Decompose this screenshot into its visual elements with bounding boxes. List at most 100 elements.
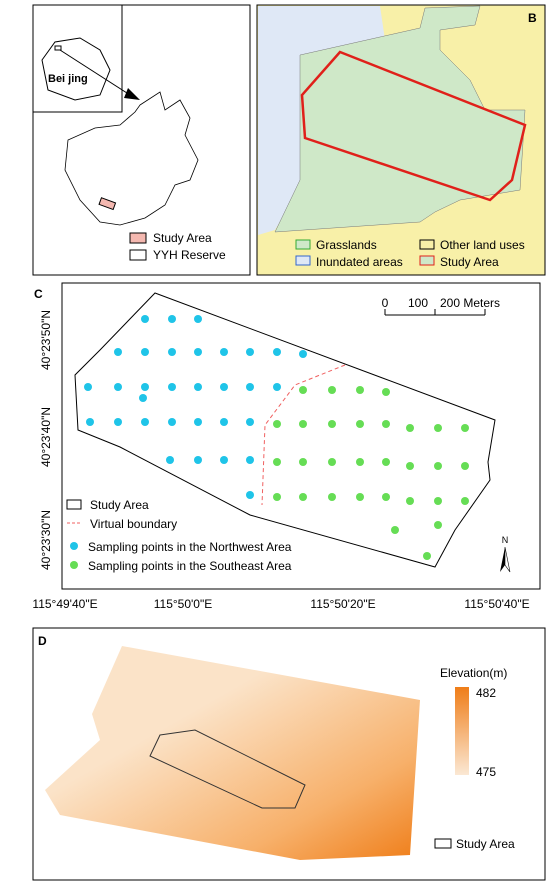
southeast-point — [461, 497, 469, 505]
northwest-point — [220, 456, 228, 464]
north-label: N — [502, 535, 509, 545]
beijing-outline — [41, 37, 111, 101]
arrowhead — [124, 88, 140, 100]
southeast-point — [382, 388, 390, 396]
northwest-point — [141, 315, 149, 323]
panel-label: C — [34, 287, 43, 301]
southeast-point — [356, 493, 364, 501]
legend-swatch — [129, 232, 147, 244]
legend-label: YYH Reserve — [153, 248, 226, 262]
southeast-point — [328, 458, 336, 466]
southeast-point — [461, 462, 469, 470]
southeast-point — [423, 552, 431, 560]
x-label: 115°49'40"E — [32, 597, 97, 611]
legend-swatch — [295, 255, 311, 266]
legend-label: Study Area — [440, 255, 499, 269]
x-label: 115°50'0"E — [154, 597, 213, 611]
southeast-point — [406, 462, 414, 470]
northwest-point — [84, 383, 92, 391]
northwest-point — [194, 315, 202, 323]
colorbar-label: 475 — [476, 765, 496, 779]
southeast-point — [273, 458, 281, 466]
north-arrow — [504, 546, 511, 573]
northwest-point — [114, 383, 122, 391]
legend-label: Study Area — [153, 231, 212, 245]
northwest-point — [246, 491, 254, 499]
northwest-point — [194, 383, 202, 391]
x-label: 115°50'40"E — [464, 597, 529, 611]
southeast-point — [273, 420, 281, 428]
legend-label: Grasslands — [316, 238, 377, 252]
scale-label: 0 — [382, 296, 389, 310]
legend-swatch — [419, 239, 435, 250]
northwest-point — [220, 418, 228, 426]
northwest-point — [194, 348, 202, 356]
y-label: 40°23'30"N — [39, 510, 53, 570]
sampling-points — [84, 315, 469, 560]
legend-swatch — [70, 542, 78, 550]
colorbar — [455, 687, 469, 775]
northwest-point — [194, 418, 202, 426]
northwest-point — [246, 418, 254, 426]
southeast-point — [434, 497, 442, 505]
legend-swatch — [66, 499, 82, 510]
southeast-point — [273, 493, 281, 501]
inset-label: Bei jing — [48, 73, 88, 85]
southeast-point — [461, 424, 469, 432]
northwest-point — [299, 350, 307, 358]
panel-label: B — [528, 11, 537, 25]
north-arrow — [500, 547, 505, 572]
y-label: 40°23'40"N — [39, 407, 53, 467]
northwest-point — [114, 348, 122, 356]
northwest-point — [220, 348, 228, 356]
y-label: 40°23'50"N — [39, 310, 53, 370]
x-label: 115°50'20"E — [310, 597, 375, 611]
legend-swatch — [70, 561, 78, 569]
study-area-outline — [74, 292, 496, 568]
northwest-point — [194, 456, 202, 464]
southeast-point — [356, 458, 364, 466]
southeast-point — [328, 493, 336, 501]
northwest-point — [246, 456, 254, 464]
northwest-point — [273, 383, 281, 391]
panel-c-frame — [61, 282, 541, 590]
elevation-surface — [45, 646, 420, 860]
northwest-point — [246, 348, 254, 356]
legend-label: Other land uses — [440, 238, 525, 252]
northwest-point — [86, 418, 94, 426]
study-area-boundary — [300, 50, 527, 202]
panel-label: D — [38, 634, 47, 648]
legend-swatch — [129, 249, 147, 261]
southeast-point — [299, 386, 307, 394]
southeast-point — [356, 386, 364, 394]
northwest-point — [139, 394, 147, 402]
southeast-point — [382, 420, 390, 428]
reserve-outline — [64, 91, 199, 226]
northwest-point — [166, 456, 174, 464]
legend-swatch — [295, 239, 311, 250]
legend-label: Sampling points in the Northwest Area — [88, 540, 292, 554]
northwest-point — [246, 383, 254, 391]
legend-label: Inundated areas — [316, 255, 403, 269]
northwest-point — [141, 418, 149, 426]
legend-label: Study Area — [456, 837, 515, 851]
southeast-point — [299, 458, 307, 466]
southeast-point — [406, 424, 414, 432]
southeast-point — [434, 462, 442, 470]
scale-label: 100 — [408, 296, 428, 310]
southeast-point — [382, 458, 390, 466]
legend-label: Virtual boundary — [90, 517, 177, 531]
legend-label: Study Area — [90, 498, 149, 512]
northwest-point — [168, 418, 176, 426]
northwest-point — [168, 348, 176, 356]
northwest-point — [273, 348, 281, 356]
legend-label: Sampling points in the Southeast Area — [88, 559, 292, 573]
northwest-point — [220, 383, 228, 391]
southeast-point — [356, 420, 364, 428]
location-box — [54, 45, 62, 51]
virtual-boundary — [261, 364, 346, 506]
northwest-point — [141, 383, 149, 391]
northwest-point — [114, 418, 122, 426]
scale-label: 200 Meters — [440, 296, 500, 310]
